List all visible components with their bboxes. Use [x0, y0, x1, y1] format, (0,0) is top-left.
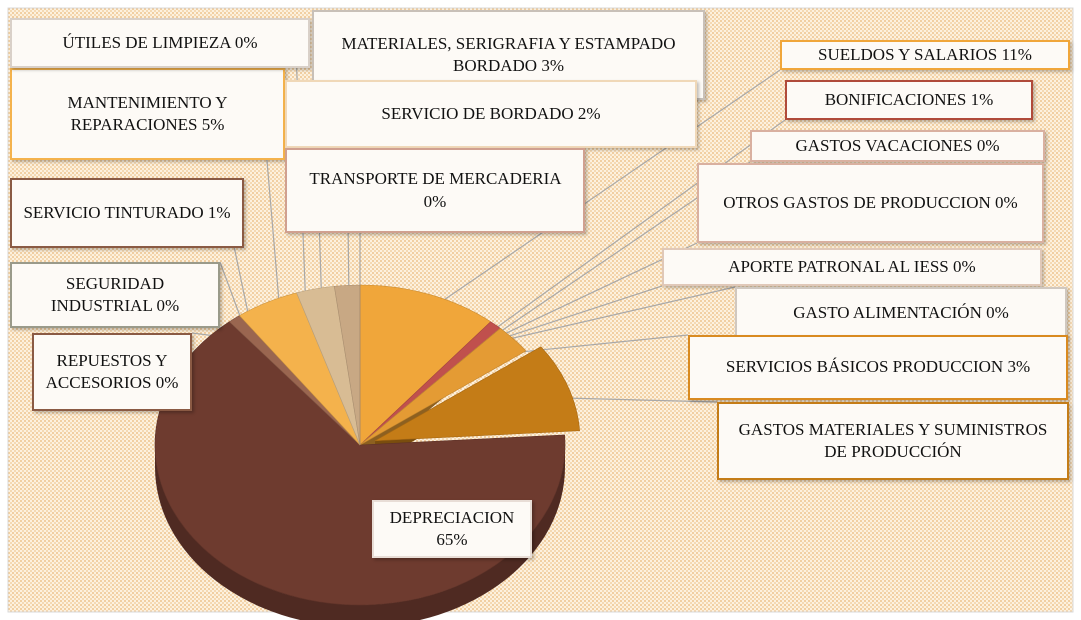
slice — [359, 284, 492, 446]
label-text: GASTOS VACACIONES 0% — [795, 135, 999, 157]
category-name: APORTE PATRONAL AL IESS — [728, 256, 949, 276]
category-name: OTROS GASTOS DE PRODUCCION — [723, 192, 991, 212]
category-name: SERVICIOS BÁSICOS PRODUCCION — [725, 357, 1004, 377]
leader-line — [418, 69, 781, 318]
label-text: SERVICIO TINTURADO 1% — [23, 202, 230, 224]
label-text: SUELDOS Y SALARIOS 11% — [818, 44, 1032, 66]
data-label: GASTO ALIMENTACIÓN 0% — [735, 287, 1067, 339]
category-name: MATERIALES, SERIGRAFIA Y ESTAMPADO BORDA… — [341, 33, 676, 75]
label-text: REPUESTOS Y ACCESORIOS 0% — [44, 350, 180, 394]
label-text: GASTOS MATERIALES Y SUMINISTROS DE PRODU… — [729, 419, 1057, 463]
value-label: 65% — [436, 530, 468, 549]
value-label: 0% — [423, 191, 447, 211]
category-name: SERVICIO TINTURADO — [23, 202, 204, 222]
label-text: MATERIALES, SERIGRAFIA Y ESTAMPADO BORDA… — [324, 33, 693, 77]
data-label: GASTOS MATERIALES Y SUMINISTROS DE PRODU… — [717, 402, 1069, 480]
label-text: BONIFICACIONES 1% — [825, 89, 994, 111]
slice — [374, 346, 580, 442]
label-text: ÚTILES DE LIMPIEZA 0% — [62, 32, 257, 54]
value-label: 0% — [995, 192, 1018, 212]
category-name: REPUESTOS Y ACCESORIOS — [45, 350, 168, 392]
value-label: 0% — [986, 302, 1009, 322]
value-label: 3% — [1007, 357, 1031, 377]
label-text: GASTO ALIMENTACIÓN 0% — [793, 302, 1009, 324]
category-name: MANTENIMIENTO Y REPARACIONES — [67, 92, 228, 134]
category-name: GASTOS VACACIONES — [795, 135, 973, 155]
data-label: SEGURIDAD INDUSTRIAL 0% — [10, 262, 220, 328]
leader-line — [479, 242, 698, 347]
value-label: 1% — [970, 89, 994, 109]
category-name: BONIFICACIONES — [824, 89, 967, 109]
data-label: APORTE PATRONAL AL IESS 0% — [662, 248, 1042, 286]
data-label: SERVICIOS BÁSICOS PRODUCCION 3% — [688, 335, 1068, 400]
leader-line — [474, 119, 786, 344]
label-text: TRANSPORTE DE MERCADERIA 0% — [297, 168, 573, 212]
data-label: GASTOS VACACIONES 0% — [750, 130, 1045, 162]
value-label: 2% — [577, 103, 601, 123]
value-label: 0% — [156, 296, 180, 315]
value-label: 11% — [1001, 44, 1032, 64]
value-label: 1% — [207, 202, 231, 222]
data-label: TRANSPORTE DE MERCADERIA 0% — [285, 148, 585, 233]
data-label: DEPRECIACION 65% — [372, 500, 532, 558]
label-text: SERVICIOS BÁSICOS PRODUCCION 3% — [726, 356, 1030, 378]
data-label: MANTENIMIENTO Y REPARACIONES 5% — [10, 68, 285, 160]
slice — [359, 327, 527, 446]
value-label: 5% — [201, 115, 225, 134]
data-label: OTROS GASTOS DE PRODUCCION 0% — [697, 163, 1044, 243]
category-name: GASTO ALIMENTACIÓN — [793, 302, 982, 322]
data-label: SUELDOS Y SALARIOS 11% — [780, 40, 1070, 70]
category-name: SERVICIO DE BORDADO — [381, 103, 574, 123]
data-label: BONIFICACIONES 1% — [785, 80, 1033, 120]
label-text: APORTE PATRONAL AL IESS 0% — [728, 256, 975, 278]
value-label: 3% — [541, 56, 564, 75]
category-name: TRANSPORTE DE MERCADERIA — [309, 169, 561, 189]
category-name: SUELDOS Y SALARIOS — [818, 44, 998, 64]
label-text: OTROS GASTOS DE PRODUCCION 0% — [723, 192, 1017, 214]
data-label: REPUESTOS Y ACCESORIOS 0% — [32, 333, 192, 411]
label-text: MANTENIMIENTO Y REPARACIONES 5% — [22, 92, 273, 136]
value-label: 0% — [953, 256, 976, 276]
data-label: SERVICIO DE BORDADO 2% — [285, 80, 697, 148]
category-name: GASTOS MATERIALES Y SUMINISTROS DE PRODU… — [738, 419, 1048, 461]
label-text: DEPRECIACION 65% — [384, 507, 520, 551]
value-label: 0% — [155, 373, 179, 392]
value-label: 0% — [976, 135, 1000, 155]
data-label: ÚTILES DE LIMPIEZA 0% — [10, 18, 310, 68]
leader-line — [266, 159, 282, 324]
value-label: 0% — [234, 32, 258, 52]
category-name: DEPRECIACION — [389, 507, 515, 527]
data-label: SERVICIO TINTURADO 1% — [10, 178, 244, 248]
category-name: SEGURIDAD INDUSTRIAL — [50, 273, 165, 315]
leader-line — [479, 286, 736, 347]
category-name: ÚTILES DE LIMPIEZA — [62, 32, 231, 52]
label-text: SEGURIDAD INDUSTRIAL 0% — [22, 273, 208, 317]
label-text: SERVICIO DE BORDADO 2% — [381, 103, 600, 125]
